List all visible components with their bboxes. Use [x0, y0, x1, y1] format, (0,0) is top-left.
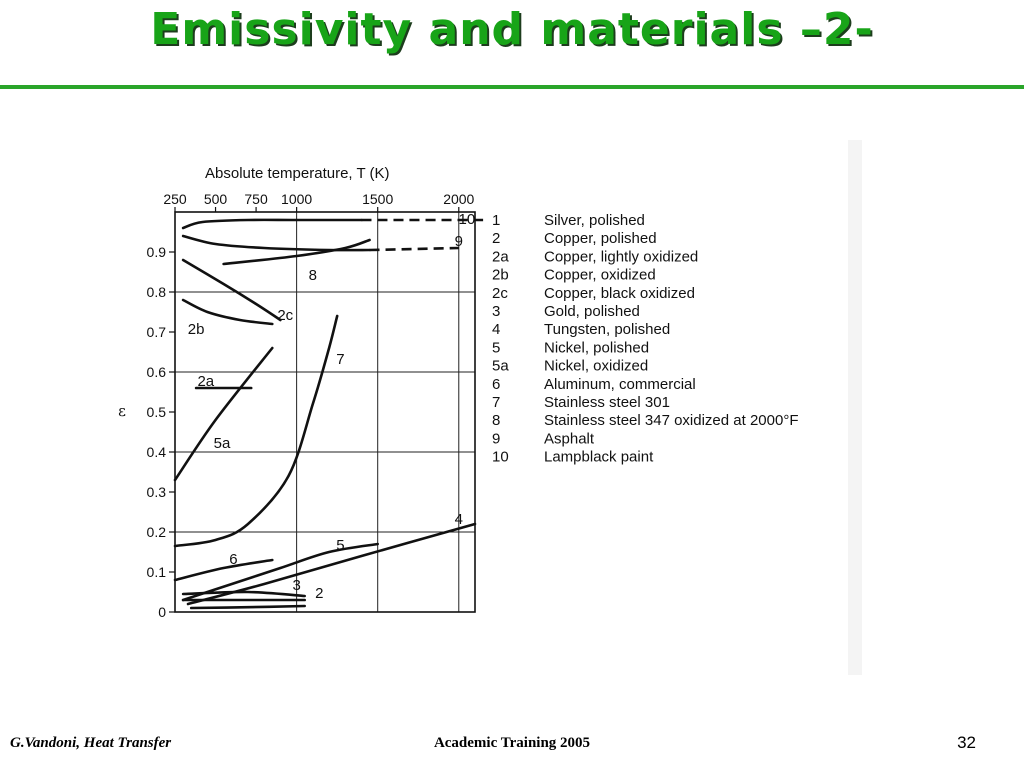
- legend-label-4: Tungsten, polished: [544, 321, 670, 338]
- legend: 1 Silver, polished 2 Copper, polished 2a Copp…: [492, 212, 799, 466]
- curve-labels: 10 9 8 2c 2b 2a 5a 7 6 5 4 3 2: [188, 211, 475, 602]
- y-tick-label: 0: [158, 604, 166, 620]
- legend-label-1: Silver, polished: [544, 212, 645, 229]
- legend-key-1: 1: [492, 212, 500, 229]
- y-tick-label: 0.1: [147, 564, 167, 580]
- curve-label-2b: 2b: [188, 321, 205, 338]
- curve-label-10: 10: [459, 211, 476, 228]
- legend-label-2a: Copper, lightly oxidized: [544, 248, 698, 265]
- y-tick-label: 0.9: [147, 244, 167, 260]
- y-tick-label: 0.4: [147, 444, 167, 460]
- legend-key-6: 6: [492, 376, 500, 393]
- legend-label-6: Aluminum, commercial: [544, 376, 696, 393]
- legend-label-10: Lampblack paint: [544, 449, 654, 466]
- curve-label-5a: 5a: [214, 435, 231, 452]
- slide-title: Emissivity and materials –2-: [150, 4, 874, 55]
- series-curves: [173, 218, 484, 610]
- x-tick-label: 750: [244, 191, 268, 207]
- series-curve-8: [222, 238, 371, 266]
- curve-label-9: 9: [455, 233, 463, 250]
- legend-key-8: 8: [492, 412, 500, 429]
- series-dashed-extension-9: [369, 246, 459, 252]
- series-curve-4: [186, 522, 477, 606]
- legend-key-2c: 2c: [492, 285, 508, 302]
- legend-key-2a: 2a: [492, 248, 509, 265]
- x-tick-label: 2000: [443, 191, 474, 207]
- y-axis-label: ε: [118, 402, 126, 420]
- legend-label-9: Asphalt: [544, 430, 595, 447]
- legend-key-7: 7: [492, 394, 500, 411]
- curve-label-2a: 2a: [197, 373, 214, 390]
- series-curve-3: [181, 590, 306, 598]
- series-curve-1: [189, 604, 306, 610]
- legend-key-3: 3: [492, 303, 500, 320]
- y-tick-label: 0.8: [147, 284, 167, 300]
- y-tick-label: 0.6: [147, 364, 167, 380]
- curve-label-2c: 2c: [277, 307, 293, 324]
- y-tick-labels: 0 0.1 0.2 0.3 0.4 0.5 0.6 0.7 0.8 0.9: [147, 244, 175, 620]
- x-tick-label: 500: [204, 191, 228, 207]
- curve-label-2: 2: [315, 585, 323, 602]
- y-tick-label: 0.5: [147, 404, 167, 420]
- curve-label-7: 7: [336, 351, 344, 368]
- series-curve-2b: [181, 298, 274, 326]
- series-curve-5a: [173, 346, 274, 482]
- legend-label-2: Copper, polished: [544, 230, 657, 247]
- curve-label-8: 8: [309, 267, 317, 284]
- series-curve-10: [181, 218, 363, 230]
- title-divider: [0, 85, 1024, 89]
- page-number: 32: [957, 733, 976, 752]
- footer-event: Academic Training 2005: [433, 735, 591, 751]
- x-tick-label: 250: [163, 191, 187, 207]
- legend-key-2: 2: [492, 230, 500, 247]
- legend-key-5: 5: [492, 339, 500, 356]
- scan-artifact-strip: [848, 140, 862, 675]
- series-curve-6: [173, 558, 274, 582]
- x-tick-label: 1500: [362, 191, 393, 207]
- x-tick-label: 1000: [281, 191, 312, 207]
- legend-label-2c: Copper, black oxidized: [544, 285, 695, 302]
- legend-label-5: Nickel, polished: [544, 339, 649, 356]
- top-axis-label: Absolute temperature, T (K): [205, 165, 390, 182]
- x-tick-labels: 250 500 750 1000 1500 2000: [163, 191, 475, 212]
- series-curve-9: [181, 234, 371, 252]
- legend-key-5a: 5a: [492, 358, 509, 375]
- curve-label-6: 6: [229, 551, 237, 568]
- y-tick-label: 0.7: [147, 324, 167, 340]
- legend-label-8: Stainless steel 347 oxidized at 2000°F: [544, 412, 799, 429]
- series-curve-2c: [181, 258, 282, 322]
- curve-label-3: 3: [292, 577, 300, 594]
- legend-label-5a: Nickel, oxidized: [544, 358, 648, 375]
- series-curve-7: [173, 314, 339, 548]
- legend-label-3: Gold, polished: [544, 303, 640, 320]
- chart-grid: [175, 212, 475, 612]
- footer-author: G.Vandoni, Heat Transfer: [10, 735, 172, 751]
- y-tick-label: 0.3: [147, 484, 167, 500]
- curve-label-5: 5: [336, 537, 344, 554]
- legend-key-2b: 2b: [492, 267, 509, 284]
- legend-label-7: Stainless steel 301: [544, 394, 670, 411]
- legend-key-9: 9: [492, 430, 500, 447]
- legend-key-10: 10: [492, 449, 509, 466]
- y-tick-label: 0.2: [147, 524, 167, 540]
- legend-key-4: 4: [492, 321, 500, 338]
- series-curve-5: [181, 542, 379, 602]
- curve-label-4: 4: [455, 511, 463, 528]
- legend-label-2b: Copper, oxidized: [544, 267, 656, 284]
